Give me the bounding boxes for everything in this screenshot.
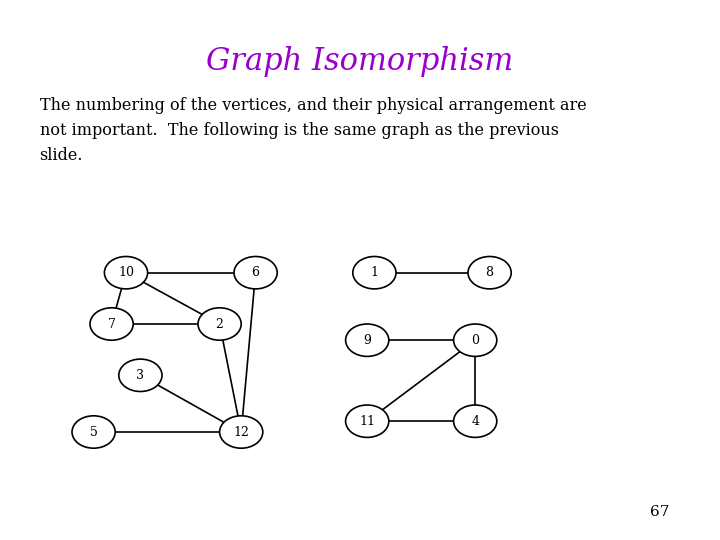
Text: 67: 67 xyxy=(650,505,670,519)
Text: 11: 11 xyxy=(359,415,375,428)
Circle shape xyxy=(198,308,241,340)
Text: 0: 0 xyxy=(471,334,480,347)
Text: 12: 12 xyxy=(233,426,249,438)
Circle shape xyxy=(90,308,133,340)
Circle shape xyxy=(454,324,497,356)
Text: 7: 7 xyxy=(108,318,115,330)
Text: 4: 4 xyxy=(471,415,480,428)
Text: 6: 6 xyxy=(251,266,260,279)
Circle shape xyxy=(468,256,511,289)
Text: 2: 2 xyxy=(216,318,223,330)
Text: 10: 10 xyxy=(118,266,134,279)
Circle shape xyxy=(353,256,396,289)
Text: 9: 9 xyxy=(364,334,371,347)
Text: 1: 1 xyxy=(370,266,379,279)
Text: 5: 5 xyxy=(90,426,97,438)
Text: 3: 3 xyxy=(136,369,145,382)
Circle shape xyxy=(234,256,277,289)
Circle shape xyxy=(220,416,263,448)
Circle shape xyxy=(454,405,497,437)
Circle shape xyxy=(104,256,148,289)
Circle shape xyxy=(346,405,389,437)
Text: Graph Isomorphism: Graph Isomorphism xyxy=(207,46,513,77)
Circle shape xyxy=(72,416,115,448)
Text: 8: 8 xyxy=(485,266,494,279)
Text: The numbering of the vertices, and their physical arrangement are
not important.: The numbering of the vertices, and their… xyxy=(40,97,586,164)
Circle shape xyxy=(346,324,389,356)
Circle shape xyxy=(119,359,162,392)
